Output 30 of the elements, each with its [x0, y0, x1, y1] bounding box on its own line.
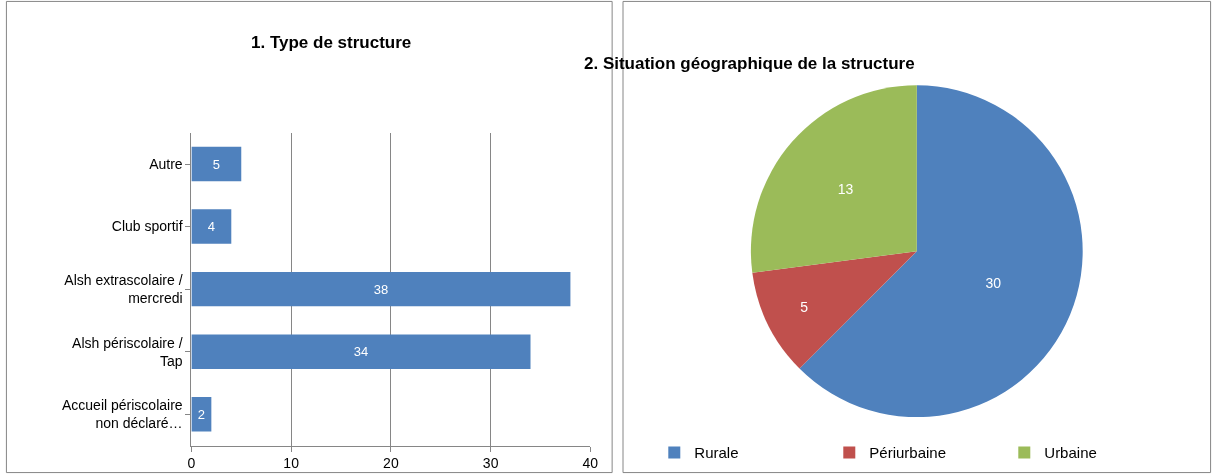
bar: [191, 334, 531, 369]
data-label: 38: [373, 281, 389, 297]
chart-title: 2. Situation géographique de la structure: [584, 54, 915, 73]
x-tick-label: 10: [283, 455, 300, 472]
bar: [191, 209, 232, 244]
chart-title: 1. Type de structure: [251, 33, 412, 52]
data-label: 5: [800, 298, 809, 315]
y-tick-label: Autre: [149, 155, 183, 172]
legend-label: Périurbaine: [869, 444, 947, 462]
legend-label: Rurale: [694, 444, 739, 462]
y-tick-label: Accueil périscolaire non déclaré…: [61, 397, 183, 432]
data-label: 30: [985, 274, 1002, 291]
pie-slice: [752, 251, 917, 369]
bar: [191, 271, 571, 307]
y-tick-label: Alsh périscolaire / Tap: [72, 334, 183, 369]
data-label: 4: [207, 219, 215, 235]
data-label: 34: [353, 344, 369, 360]
data-label: 13: [837, 180, 854, 197]
pie-slice: [750, 85, 917, 273]
pie-slice: [799, 85, 1083, 418]
y-tick-label: Club sportif: [111, 218, 183, 235]
data-label: 2: [197, 406, 205, 422]
x-tick-label: 0: [187, 455, 196, 472]
x-tick-label: 30: [482, 455, 499, 472]
bar: [191, 146, 242, 182]
x-tick-label: 40: [582, 455, 599, 472]
data-label: 5: [212, 156, 220, 172]
x-tick-label: 20: [383, 455, 399, 472]
y-tick-label: Alsh extrascolaire / mercredi: [64, 271, 183, 307]
legend-label: Urbaine: [1044, 444, 1097, 462]
